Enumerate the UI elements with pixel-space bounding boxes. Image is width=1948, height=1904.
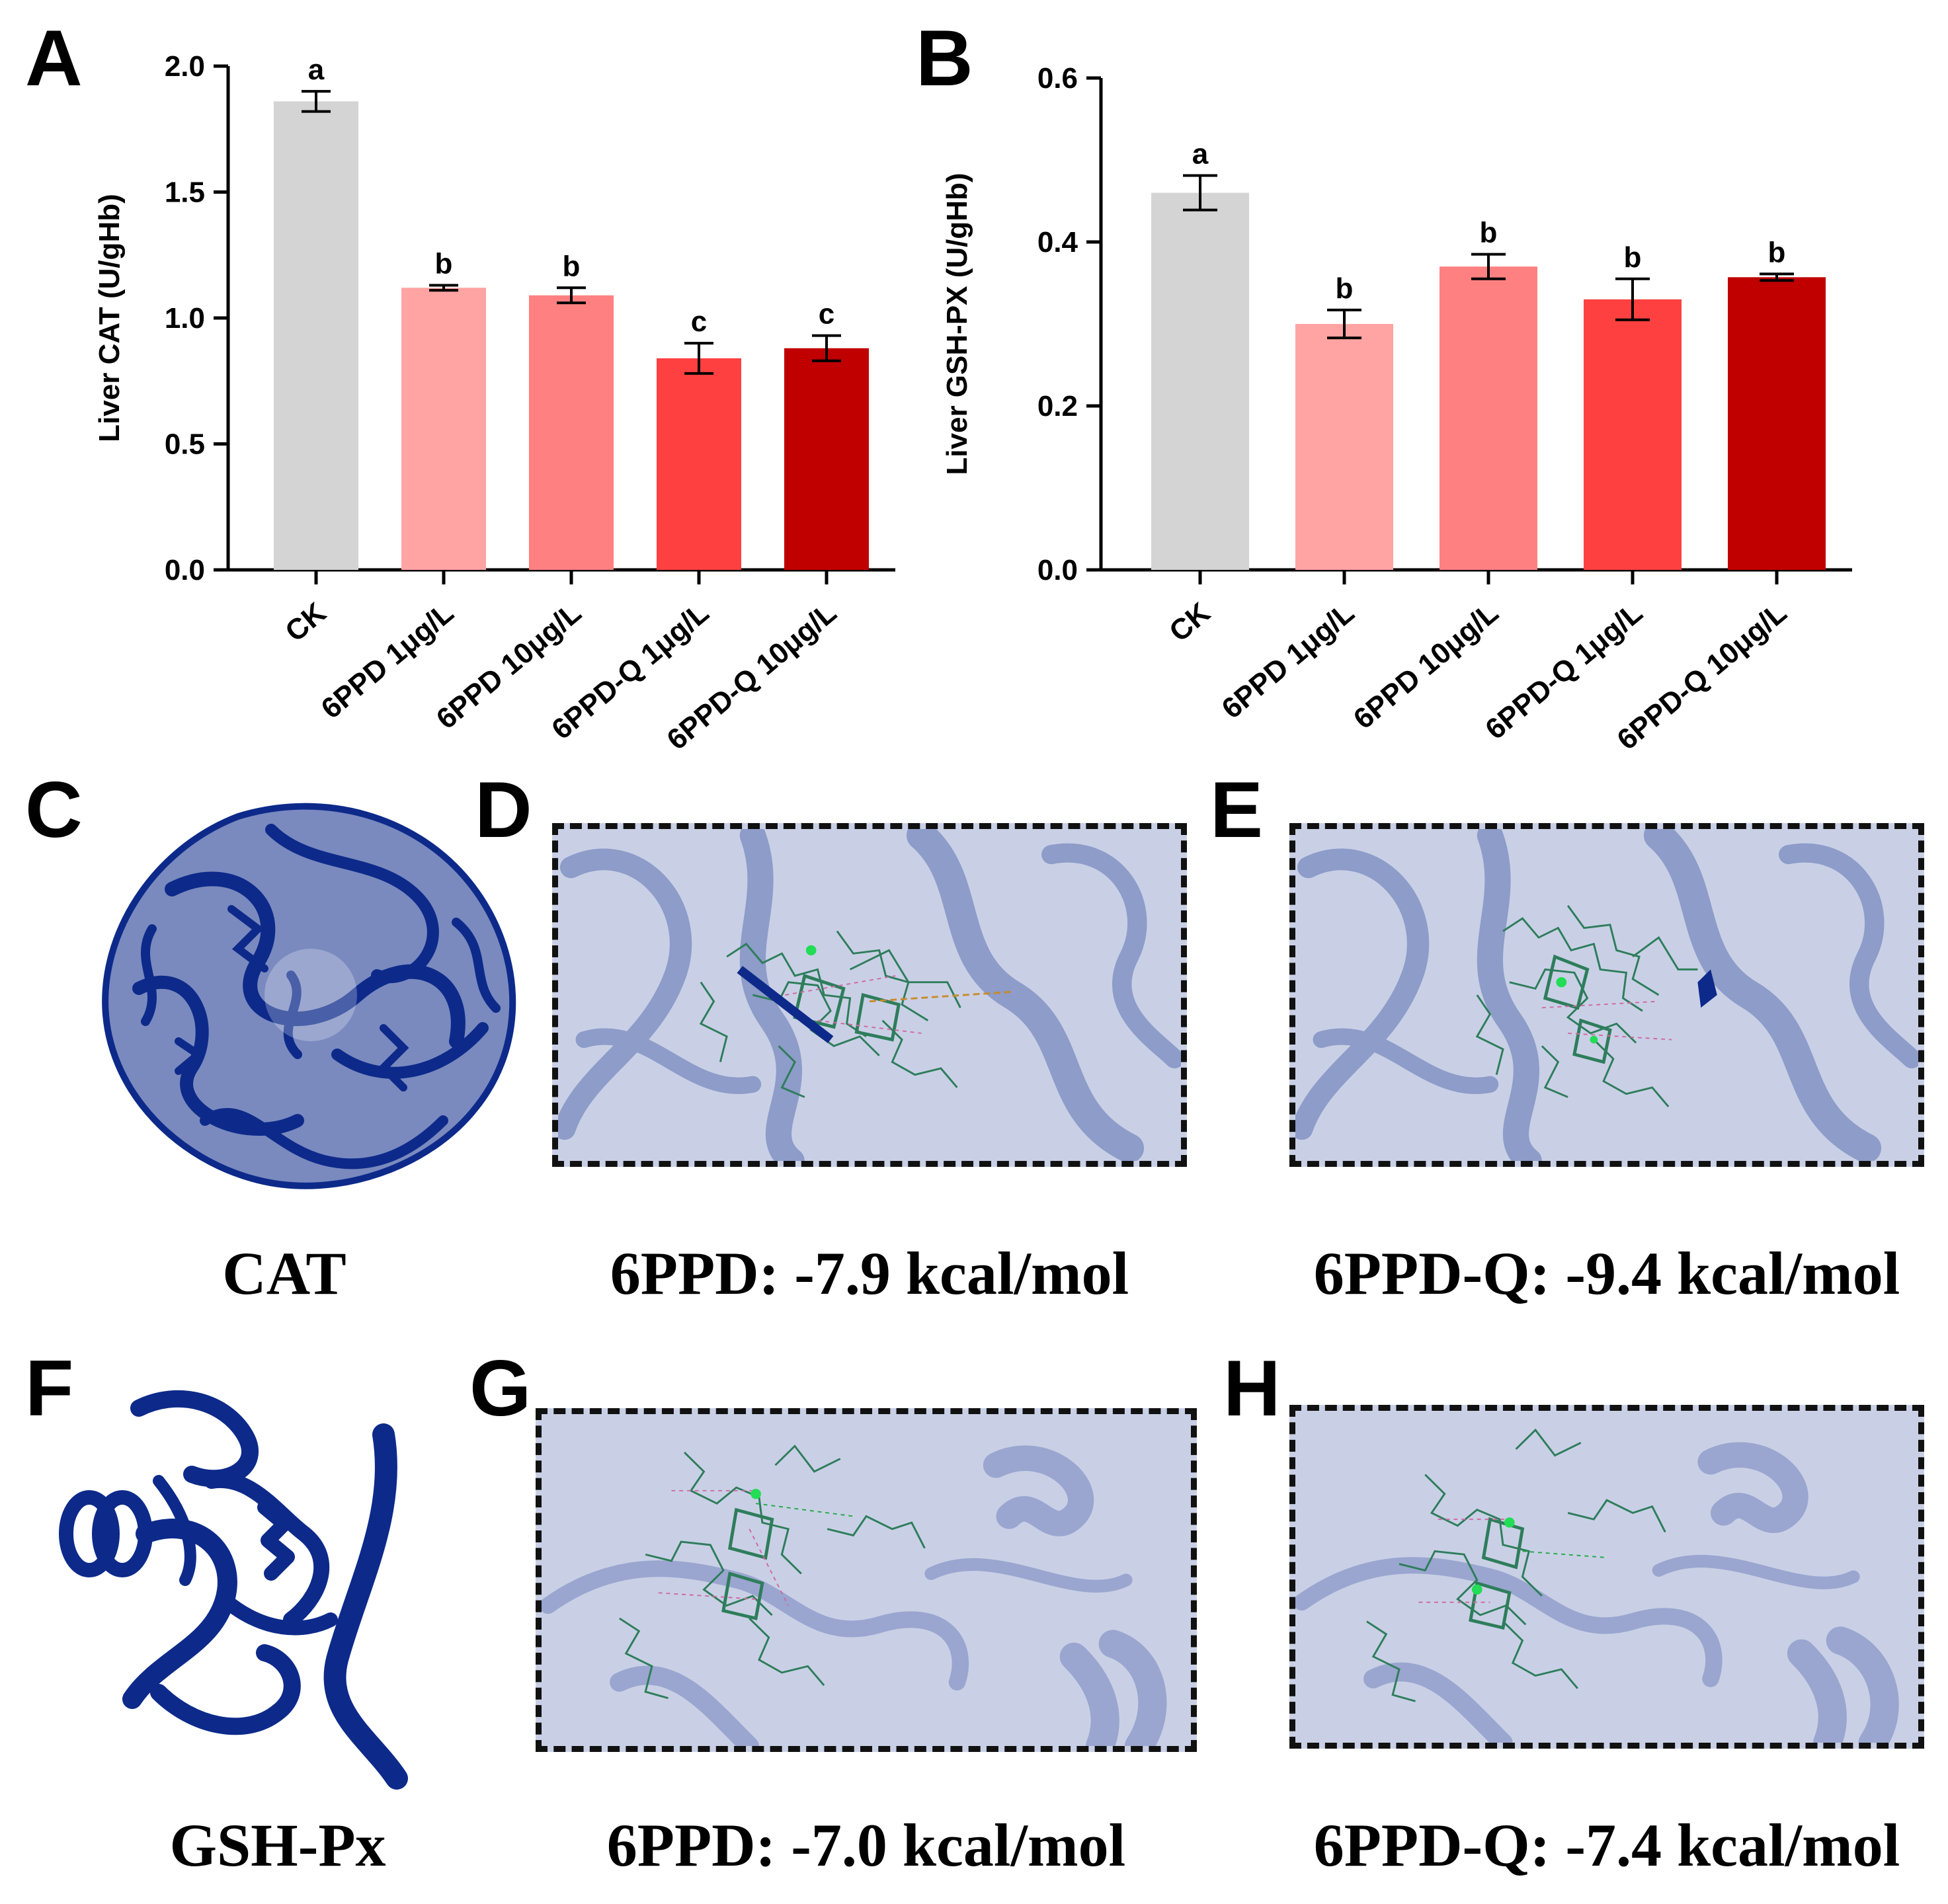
- bar-b: [1151, 192, 1249, 571]
- significance-label-b: a: [1192, 138, 1209, 171]
- y-tick-label-a: 1.0: [165, 302, 205, 335]
- caption-e-binding-energy: 6PPD-Q: -9.4 kcal/mol: [1313, 1240, 1900, 1307]
- y-tick-label-a: 2.0: [165, 50, 205, 83]
- caption-g-binding-energy: 6PPD: -7.0 kcal/mol: [606, 1811, 1126, 1879]
- bar-b: [1440, 266, 1537, 570]
- docking-view-gsh-px-6ppd-q: [1289, 1405, 1924, 1749]
- y-tick-label-a: 1.5: [165, 177, 205, 209]
- significance-label-a: c: [691, 305, 707, 338]
- bar-a: [274, 101, 358, 571]
- docking-view-gsh-px-6ppd: [536, 1408, 1197, 1752]
- panel-letter-b: B: [916, 14, 973, 102]
- panel-letter-f: F: [25, 1344, 74, 1433]
- caption-gsh-px: GSH-Px: [169, 1811, 386, 1879]
- significance-label-b: b: [1768, 236, 1786, 268]
- y-tick-label-a: 0.5: [165, 428, 205, 461]
- gsh-px-protein-structure: [26, 1382, 489, 1792]
- y-tick-label-b: 0.6: [1037, 62, 1078, 95]
- significance-label-a: a: [308, 54, 325, 86]
- bar-a: [401, 288, 486, 570]
- significance-label-b: b: [1480, 217, 1498, 249]
- significance-label-a: b: [435, 247, 453, 280]
- y-tick-label-b: 0.2: [1037, 390, 1078, 422]
- y-axis-label-b: Liver GSH-PX (U/gHb): [941, 173, 973, 475]
- y-tick-label-b: 0.4: [1037, 226, 1078, 258]
- x-tick-label-a: CK: [279, 596, 332, 649]
- bar-b: [1728, 277, 1826, 570]
- caption-cat: CAT: [222, 1240, 346, 1307]
- bar-a: [784, 348, 869, 570]
- bar-charts: 0.0 0.5 1.0 1.5 2.0 Liver CAT (U/gHb) a CK b 6PPD…: [93, 50, 1852, 756]
- x-tick-label-b: 6PPD 10μg/L: [1348, 596, 1505, 735]
- significance-label-b: b: [1624, 241, 1642, 274]
- panel-letter-c: C: [25, 766, 83, 854]
- bar-a: [657, 358, 741, 570]
- docking-view-cat-6ppd: [552, 823, 1187, 1167]
- docking-view-cat-6ppd-q: [1289, 823, 1924, 1167]
- panel-letter-d: D: [475, 766, 532, 854]
- bar-b: [1584, 299, 1682, 570]
- significance-label-b: b: [1336, 272, 1354, 305]
- panel-letter-g: G: [469, 1344, 532, 1433]
- x-tick-label-b: 6PPD 1μg/L: [1216, 596, 1361, 725]
- y-tick-label-a: 0.0: [165, 554, 205, 586]
- bar-b: [1295, 324, 1393, 570]
- cat-protein-structure: [73, 777, 536, 1213]
- caption-h-binding-energy: 6PPD-Q: -7.4 kcal/mol: [1313, 1811, 1900, 1879]
- y-tick-label-b: 0.0: [1037, 554, 1078, 586]
- panel-letter-e: E: [1210, 766, 1264, 854]
- significance-label-a: b: [563, 250, 581, 282]
- significance-label-a: c: [819, 298, 834, 331]
- panel-letter-h: H: [1223, 1344, 1281, 1433]
- caption-d-binding-energy: 6PPD: -7.9 kcal/mol: [610, 1240, 1129, 1307]
- panel-letter-a: A: [25, 14, 83, 102]
- y-axis-label-a: Liver CAT (U/gHb): [93, 194, 126, 442]
- bar-a: [529, 295, 614, 570]
- x-tick-label-b: CK: [1163, 596, 1216, 649]
